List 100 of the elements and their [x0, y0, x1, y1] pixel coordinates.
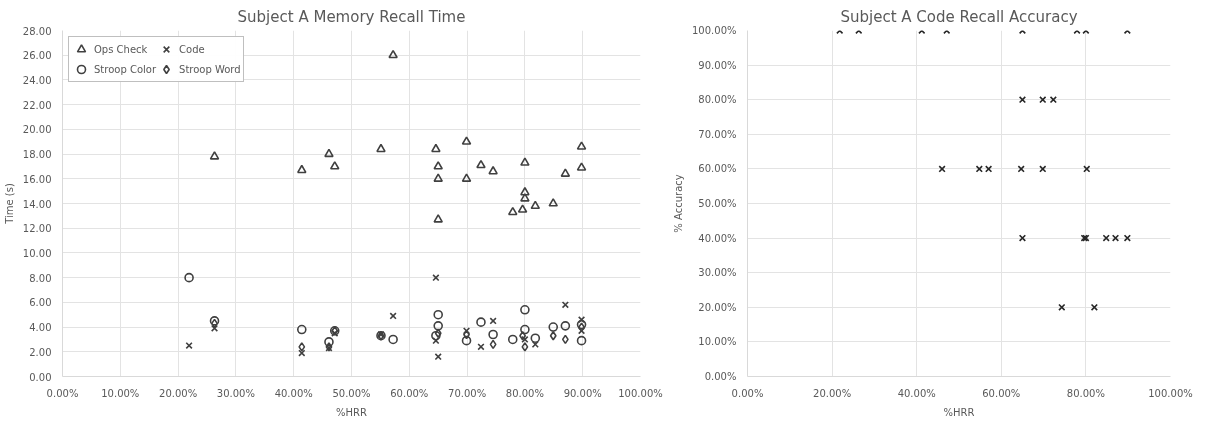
point — [1049, 96, 1057, 104]
x-tick-label: 100.00% — [1148, 387, 1193, 399]
point — [576, 335, 587, 346]
y-axis-title: Time (s) — [3, 183, 15, 225]
point — [209, 151, 220, 160]
point — [520, 193, 530, 202]
point — [560, 168, 571, 177]
point — [296, 164, 307, 174]
y-tick-label: 0.00% — [704, 371, 737, 382]
point — [521, 342, 529, 352]
point — [517, 204, 528, 213]
point — [549, 330, 557, 341]
y-tick-label: 28.00 — [22, 25, 52, 37]
chart-title: Subject A Memory Recall Time — [237, 7, 466, 26]
point — [433, 309, 443, 320]
point — [376, 143, 386, 153]
y-tick-label: 60.00% — [698, 163, 737, 175]
y-tick-label: 80.00% — [698, 94, 737, 106]
point — [431, 143, 441, 153]
x-tick-label: 10.00% — [101, 387, 140, 399]
point — [576, 141, 587, 150]
x-tick-label: 40.00% — [897, 387, 936, 399]
point — [548, 198, 559, 207]
legend-label: Stroop Color — [94, 63, 157, 75]
x-tick-label: 50.00% — [332, 387, 371, 399]
point — [434, 353, 442, 361]
y-tick-label: 14.00 — [22, 198, 52, 210]
point — [296, 324, 307, 335]
point — [489, 317, 497, 325]
point — [1102, 234, 1110, 242]
y-tick-label: 20.00 — [22, 124, 52, 136]
point — [389, 312, 397, 320]
point — [1058, 303, 1066, 311]
x-axis-title: %HRR — [336, 406, 368, 418]
y-tick-label: 10.00% — [698, 336, 737, 348]
y-tick-label: 12.00 — [22, 223, 52, 235]
y-tick-label: 0.00 — [29, 371, 52, 383]
y-tick-label: 26.00 — [22, 50, 52, 62]
y-tick-label: 70.00% — [698, 128, 737, 140]
x-tick-label: 0.00% — [731, 387, 764, 399]
point — [1039, 96, 1047, 104]
point — [324, 337, 334, 347]
point — [520, 304, 530, 315]
y-tick-label: 22.00 — [22, 99, 52, 111]
point — [488, 165, 498, 175]
point — [530, 200, 541, 210]
point — [184, 272, 194, 283]
y-tick-label: 4.00 — [29, 322, 52, 334]
point — [1017, 165, 1025, 173]
point — [520, 186, 530, 196]
point — [476, 159, 486, 169]
legend-label: Stroop Word — [179, 63, 241, 75]
x-tick-label: 60.00% — [982, 387, 1021, 399]
point — [561, 334, 569, 345]
point — [560, 321, 571, 331]
x-tick-label: 70.00% — [448, 387, 487, 399]
point — [461, 335, 472, 346]
point — [507, 334, 518, 345]
x-tick-label: 40.00% — [274, 387, 313, 399]
y-tick-label: 24.00 — [22, 74, 52, 86]
x-tick-label: 80.00% — [1066, 387, 1105, 399]
x-tick-label: 30.00% — [216, 387, 255, 399]
y-tick-label: 40.00% — [698, 232, 737, 244]
y-tick-label: 30.00% — [698, 267, 737, 279]
x-tick-label: 0.00% — [46, 387, 79, 399]
x-axis-title: %HRR — [943, 406, 975, 418]
point — [938, 165, 946, 173]
y-tick-label: 6.00 — [29, 297, 52, 309]
point — [433, 214, 443, 223]
y-tick-label: 2.00 — [29, 346, 52, 358]
y-axis-title: % Accuracy — [673, 174, 685, 233]
point — [488, 329, 498, 340]
point — [461, 136, 472, 145]
y-tick-label: 50.00% — [698, 198, 737, 209]
y-tick-label: 16.00 — [22, 173, 52, 185]
legend-label: Ops Check — [94, 43, 148, 55]
point — [324, 148, 334, 158]
point — [298, 342, 306, 352]
y-tick-label: 20.00% — [698, 301, 737, 313]
point — [1090, 303, 1098, 311]
point — [476, 317, 486, 327]
point — [433, 321, 443, 331]
point — [461, 173, 472, 182]
point — [520, 157, 530, 166]
point — [477, 343, 485, 351]
y-tick-label: 10.00 — [22, 247, 52, 259]
y-tick-label: 18.00 — [22, 149, 52, 161]
point — [329, 161, 340, 170]
point — [507, 206, 518, 216]
legend-label: Code — [179, 43, 205, 55]
point — [576, 162, 587, 171]
x-tick-label: 90.00% — [563, 387, 602, 399]
y-tick-label: 8.00 — [29, 272, 52, 284]
y-tick-label: 90.00% — [698, 59, 737, 71]
point — [520, 324, 530, 335]
point — [388, 49, 398, 59]
y-tick-label: 100.00% — [692, 25, 737, 36]
x-tick-label: 20.00% — [813, 387, 852, 399]
point — [388, 334, 398, 345]
point — [433, 173, 443, 182]
